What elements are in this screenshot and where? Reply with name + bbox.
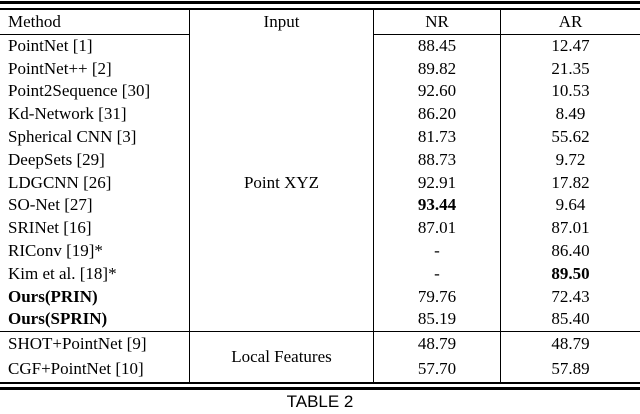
ar-cell: 72.43	[500, 285, 640, 309]
method-cell: SHOT+PointNet [9]	[0, 330, 189, 357]
method-cell: PointNet++ [2]	[8, 58, 112, 78]
ar-cell: 21.35	[500, 57, 640, 81]
ar-cell: 9.64	[500, 194, 640, 217]
method-cell: SRINet [16]	[8, 218, 92, 238]
column-header-nr: NR	[373, 10, 500, 35]
nr-cell: 88.45	[373, 34, 500, 58]
nr-cell: 92.60	[373, 80, 500, 103]
column-header-input: Input	[189, 10, 373, 35]
method-cell: DeepSets [29]	[8, 149, 105, 169]
ar-cell: 86.40	[500, 239, 640, 263]
bottom-double-rule-upper	[0, 382, 640, 384]
method-cell: Ours(SPRIN)	[8, 309, 108, 329]
method-cell: CGF+PointNet [10]	[8, 359, 144, 379]
results-table: Method Input NR AR Point XYZ Local Featu…	[0, 10, 640, 382]
method-cell: Kim et al. [18]*	[8, 263, 117, 283]
nr-cell: -	[373, 239, 500, 263]
ar-cell: 12.47	[500, 34, 640, 58]
method-cell: Ours(PRIN)	[8, 286, 98, 306]
ar-cell: 55.62	[500, 125, 640, 149]
nr-cell: 92.91	[373, 171, 500, 195]
ar-cell: 48.79	[500, 330, 640, 357]
nr-cell: 93.44	[373, 194, 500, 217]
method-cell: SO-Net [27]	[8, 195, 93, 215]
input-group-local-features: Local Features	[189, 330, 373, 382]
top-double-rule-lower	[0, 7, 640, 10]
ar-cell: 85.40	[500, 308, 640, 331]
nr-cell: 86.20	[373, 102, 500, 126]
nr-cell: 81.73	[373, 125, 500, 149]
top-double-rule-upper	[0, 1, 640, 4]
method-cell: RIConv [19]*	[8, 241, 103, 261]
nr-cell: 89.82	[373, 57, 500, 81]
ar-cell: 17.82	[500, 171, 640, 195]
nr-cell: 79.76	[373, 285, 500, 309]
ar-cell: 57.89	[500, 356, 640, 382]
method-cell: Kd-Network [31]	[8, 104, 127, 124]
nr-cell: 57.70	[373, 356, 500, 382]
method-cell: Point2Sequence [30]	[8, 81, 151, 101]
nr-cell: 85.19	[373, 308, 500, 331]
column-header-ar: AR	[500, 10, 640, 35]
nr-cell: -	[373, 262, 500, 286]
column-header-method: Method	[0, 10, 189, 35]
table-caption: TABLE 2	[286, 392, 354, 411]
nr-cell: 88.73	[373, 148, 500, 172]
nr-cell: 87.01	[373, 216, 500, 240]
ar-cell: 8.49	[500, 102, 640, 126]
method-cell: LDGCNN [26]	[8, 172, 112, 192]
ar-cell: 10.53	[500, 80, 640, 103]
ar-cell: 89.50	[500, 262, 640, 286]
ar-cell: 9.72	[500, 148, 640, 172]
ar-cell: 87.01	[500, 216, 640, 240]
bottom-double-rule-lower	[0, 387, 640, 390]
method-cell: Spherical CNN [3]	[8, 127, 137, 147]
method-cell: PointNet [1]	[8, 35, 93, 55]
nr-cell: 48.79	[373, 330, 500, 357]
input-group-point-xyz: Point XYZ	[189, 34, 373, 331]
